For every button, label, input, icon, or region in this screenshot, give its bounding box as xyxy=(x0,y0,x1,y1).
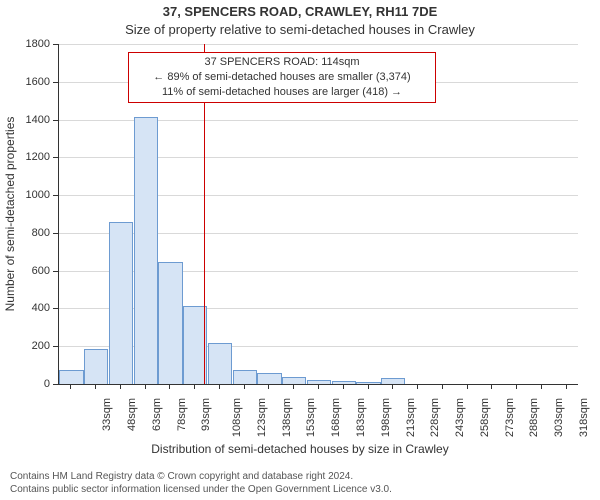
x-tick-label: 303sqm xyxy=(553,398,565,437)
y-axis-label: Number of semi-detached properties xyxy=(3,114,17,314)
x-tick-label: 153sqm xyxy=(306,398,318,437)
chart-title-line2: Size of property relative to semi-detach… xyxy=(0,22,600,37)
x-tick-label: 168sqm xyxy=(330,398,342,437)
y-tick-label: 0 xyxy=(0,378,56,390)
x-tick-label: 138sqm xyxy=(281,398,293,437)
x-tick-label: 108sqm xyxy=(231,398,243,437)
y-tick-label: 200 xyxy=(0,340,56,352)
y-tick-label: 1800 xyxy=(0,38,56,50)
annotation-line1: 37 SPENCERS ROAD: 114sqm xyxy=(133,55,431,70)
x-tick-label: 48sqm xyxy=(126,398,138,431)
x-tick-label: 213sqm xyxy=(405,398,417,437)
x-tick-label: 93sqm xyxy=(200,398,212,431)
gridline xyxy=(58,44,578,45)
footnote: Contains HM Land Registry data © Crown c… xyxy=(10,471,392,496)
histogram-bar xyxy=(84,349,108,384)
x-axis-label: Distribution of semi-detached houses by … xyxy=(0,442,600,456)
histogram-bar xyxy=(282,377,306,384)
histogram-bar xyxy=(109,222,133,384)
y-tick-label: 1600 xyxy=(0,76,56,88)
x-tick-label: 198sqm xyxy=(380,398,392,437)
histogram-bar xyxy=(233,370,257,384)
x-tick-label: 183sqm xyxy=(355,398,367,437)
x-tick-label: 288sqm xyxy=(528,398,540,437)
footnote-line2: Contains public sector information licen… xyxy=(10,484,392,497)
histogram-bar xyxy=(59,370,83,384)
annotation-box: 37 SPENCERS ROAD: 114sqm ← 89% of semi-d… xyxy=(128,52,436,103)
chart-title-line1: 37, SPENCERS ROAD, CRAWLEY, RH11 7DE xyxy=(0,4,600,19)
histogram-bar xyxy=(208,343,232,384)
annotation-line3: 11% of semi-detached houses are larger (… xyxy=(133,85,431,100)
x-tick-label: 78sqm xyxy=(176,398,188,431)
x-tick-label: 123sqm xyxy=(256,398,268,437)
footnote-line1: Contains HM Land Registry data © Crown c… xyxy=(10,471,392,484)
x-tick-label: 273sqm xyxy=(504,398,516,437)
x-tick-label: 63sqm xyxy=(151,398,163,431)
histogram-bar xyxy=(257,373,281,384)
y-tick-label: 1400 xyxy=(0,114,56,126)
y-tick-label: 800 xyxy=(0,227,56,239)
histogram-bar xyxy=(158,262,182,384)
histogram-bar xyxy=(134,117,158,384)
y-tick-label: 600 xyxy=(0,265,56,277)
y-axis-line xyxy=(58,44,59,384)
x-tick-label: 33sqm xyxy=(101,398,113,431)
y-tick-label: 1200 xyxy=(0,151,56,163)
annotation-line2: ← 89% of semi-detached houses are smalle… xyxy=(133,70,431,85)
x-tick-label: 318sqm xyxy=(578,398,590,437)
x-tick-label: 228sqm xyxy=(429,398,441,437)
y-tick-label: 1000 xyxy=(0,189,56,201)
y-tick-label: 400 xyxy=(0,302,56,314)
x-axis-line xyxy=(58,384,578,385)
x-tick-label: 258sqm xyxy=(479,398,491,437)
x-tick-label: 243sqm xyxy=(454,398,466,437)
